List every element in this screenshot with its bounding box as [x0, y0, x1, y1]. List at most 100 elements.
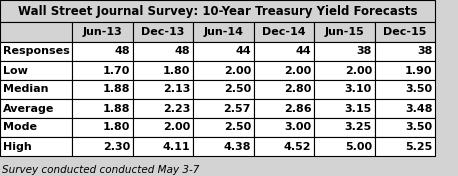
- Bar: [133, 118, 193, 137]
- Bar: [133, 42, 193, 61]
- Text: Dec-15: Dec-15: [383, 27, 426, 37]
- Text: 2.00: 2.00: [345, 65, 372, 76]
- Text: 3.48: 3.48: [405, 103, 432, 114]
- Text: 2.23: 2.23: [163, 103, 191, 114]
- Text: 3.50: 3.50: [405, 84, 432, 95]
- Bar: [0, 22, 72, 42]
- Text: 5.25: 5.25: [405, 142, 432, 152]
- Bar: [254, 80, 314, 99]
- Text: 44: 44: [296, 46, 311, 56]
- Text: 3.25: 3.25: [345, 122, 372, 133]
- Text: Responses: Responses: [3, 46, 70, 56]
- Text: 2.80: 2.80: [284, 84, 311, 95]
- Text: Low: Low: [3, 65, 27, 76]
- Bar: [72, 42, 133, 61]
- Text: 5.00: 5.00: [345, 142, 372, 152]
- Text: 2.50: 2.50: [224, 84, 251, 95]
- Text: 2.30: 2.30: [103, 142, 130, 152]
- Text: 48: 48: [175, 46, 191, 56]
- Text: Survey conducted conducted May 3-7: Survey conducted conducted May 3-7: [2, 165, 199, 175]
- Bar: [254, 137, 314, 156]
- Bar: [133, 22, 193, 42]
- Bar: [72, 99, 133, 118]
- Text: 2.13: 2.13: [163, 84, 191, 95]
- Bar: [133, 137, 193, 156]
- Bar: [193, 61, 254, 80]
- Text: 1.80: 1.80: [163, 65, 191, 76]
- Text: Dec-13: Dec-13: [142, 27, 185, 37]
- Bar: [375, 61, 435, 80]
- Bar: [133, 99, 193, 118]
- Bar: [72, 118, 133, 137]
- Bar: [72, 22, 133, 42]
- Text: 4.52: 4.52: [284, 142, 311, 152]
- Bar: [193, 118, 254, 137]
- Bar: [0, 118, 72, 137]
- Text: 48: 48: [114, 46, 130, 56]
- Bar: [375, 137, 435, 156]
- Bar: [72, 61, 133, 80]
- Bar: [193, 99, 254, 118]
- Bar: [0, 137, 72, 156]
- Bar: [375, 99, 435, 118]
- Bar: [72, 80, 133, 99]
- Text: 3.50: 3.50: [405, 122, 432, 133]
- Text: 1.88: 1.88: [103, 103, 130, 114]
- Text: 1.70: 1.70: [103, 65, 130, 76]
- Text: Average: Average: [3, 103, 54, 114]
- Bar: [0, 99, 72, 118]
- Bar: [133, 80, 193, 99]
- Bar: [0, 80, 72, 99]
- Text: 1.88: 1.88: [103, 84, 130, 95]
- Text: Wall Street Journal Survey: 10-Year Treasury Yield Forecasts: Wall Street Journal Survey: 10-Year Trea…: [18, 5, 417, 17]
- Text: 2.86: 2.86: [284, 103, 311, 114]
- Bar: [314, 80, 375, 99]
- Bar: [314, 61, 375, 80]
- Bar: [0, 42, 72, 61]
- Bar: [193, 137, 254, 156]
- Bar: [254, 42, 314, 61]
- Bar: [0, 0, 435, 22]
- Text: 1.90: 1.90: [405, 65, 432, 76]
- Text: Dec-14: Dec-14: [262, 27, 306, 37]
- Text: 2.50: 2.50: [224, 122, 251, 133]
- Text: Jun-13: Jun-13: [83, 27, 122, 37]
- Bar: [254, 99, 314, 118]
- Bar: [254, 22, 314, 42]
- Bar: [133, 61, 193, 80]
- Text: 2.57: 2.57: [224, 103, 251, 114]
- Bar: [72, 137, 133, 156]
- Bar: [193, 42, 254, 61]
- Bar: [314, 99, 375, 118]
- Bar: [314, 137, 375, 156]
- Text: 2.00: 2.00: [224, 65, 251, 76]
- Text: 4.38: 4.38: [224, 142, 251, 152]
- Text: 2.00: 2.00: [164, 122, 191, 133]
- Text: 44: 44: [235, 46, 251, 56]
- Text: Jun-14: Jun-14: [203, 27, 244, 37]
- Text: 2.00: 2.00: [284, 65, 311, 76]
- Bar: [314, 42, 375, 61]
- Bar: [0, 61, 72, 80]
- Text: 1.80: 1.80: [103, 122, 130, 133]
- Text: 38: 38: [356, 46, 372, 56]
- Bar: [254, 61, 314, 80]
- Bar: [314, 118, 375, 137]
- Text: 38: 38: [417, 46, 432, 56]
- Bar: [375, 118, 435, 137]
- Bar: [375, 80, 435, 99]
- Text: 3.15: 3.15: [345, 103, 372, 114]
- Text: Median: Median: [3, 84, 48, 95]
- Bar: [254, 118, 314, 137]
- Bar: [375, 42, 435, 61]
- Bar: [193, 80, 254, 99]
- Text: Mode: Mode: [3, 122, 37, 133]
- Bar: [193, 22, 254, 42]
- Bar: [375, 22, 435, 42]
- Text: 3.10: 3.10: [345, 84, 372, 95]
- Text: Jun-15: Jun-15: [325, 27, 364, 37]
- Text: High: High: [3, 142, 32, 152]
- Text: 3.00: 3.00: [284, 122, 311, 133]
- Text: 4.11: 4.11: [163, 142, 191, 152]
- Bar: [314, 22, 375, 42]
